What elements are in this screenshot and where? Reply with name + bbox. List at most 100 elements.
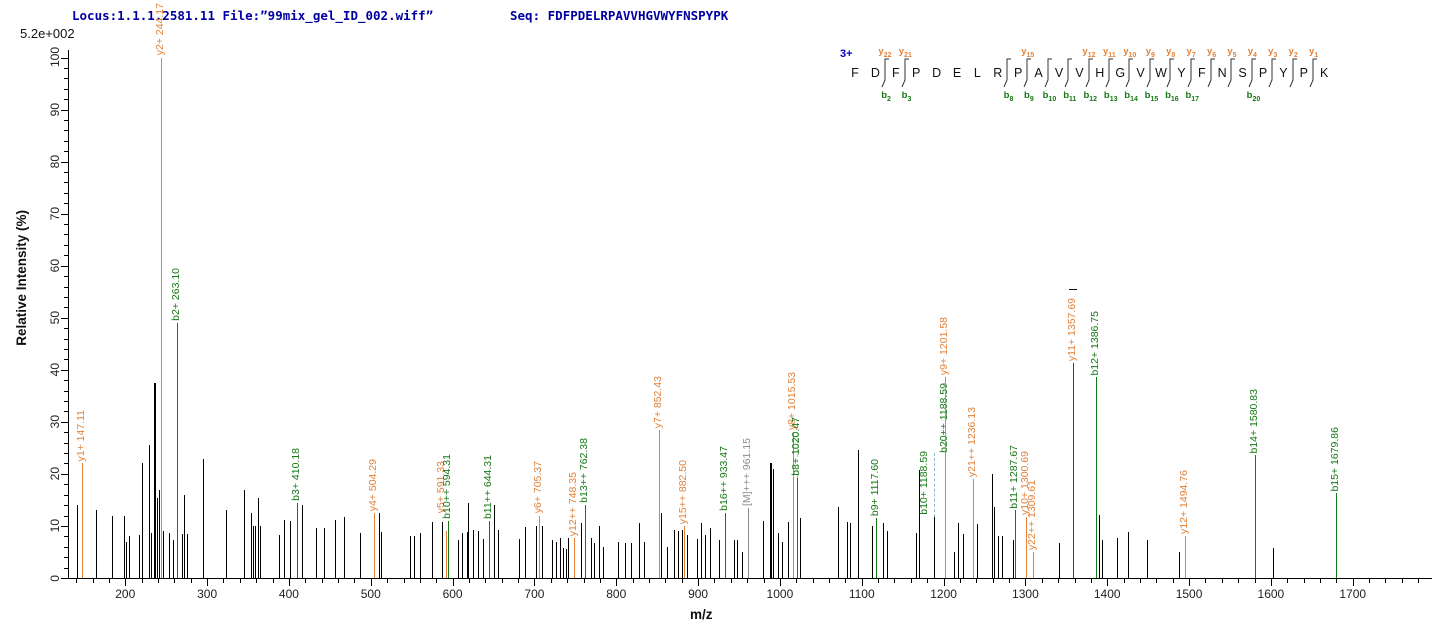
y-ion-marker: y21 [898, 46, 912, 59]
annotated-peak[interactable] [1033, 551, 1035, 578]
peak [126, 541, 128, 578]
annotated-peak[interactable] [1072, 363, 1074, 578]
x-axis-tick [158, 579, 159, 583]
x-axis-tick-label: 700 [524, 587, 545, 601]
peak [773, 468, 775, 578]
annotated-peak[interactable] [748, 508, 750, 578]
x-axis-tick [992, 579, 994, 583]
y-axis-tick [64, 255, 68, 257]
y-ion-marker: y10 [1123, 46, 1137, 59]
peak [477, 531, 479, 578]
annotated-peak[interactable] [1255, 455, 1257, 578]
y-axis-tick [61, 109, 68, 111]
peak [302, 505, 304, 578]
fragment-cut-mark [1248, 58, 1257, 93]
y-axis-tick [64, 88, 68, 90]
y-ion-marker: y11 [1103, 46, 1116, 59]
peak [141, 463, 143, 578]
y-ion-marker: y15 [1021, 46, 1035, 59]
y-axis-tick [64, 411, 68, 413]
annotated-peak[interactable] [683, 525, 685, 578]
annotated-peak[interactable] [161, 57, 163, 578]
x-axis-tick [468, 579, 470, 583]
peak [149, 445, 150, 578]
peak [677, 531, 679, 578]
peak [887, 531, 889, 578]
x-axis-tick [370, 579, 372, 586]
annotated-peak[interactable] [934, 517, 936, 578]
peak [493, 505, 495, 578]
annotated-peak[interactable] [176, 322, 178, 578]
peak [255, 525, 257, 578]
annotated-peak[interactable] [445, 531, 447, 578]
b-ion-marker: b16 [1165, 90, 1179, 103]
x-axis-tick [550, 579, 552, 583]
annotated-peak[interactable] [1025, 517, 1027, 578]
y-axis-tick [64, 380, 68, 382]
fragment-cut-mark [901, 58, 910, 93]
y-ion-marker: y6 [1206, 46, 1217, 59]
peak [343, 517, 345, 578]
peak-label: y4+ 504.29 [367, 458, 380, 511]
peak [883, 523, 885, 578]
annotated-peak[interactable] [573, 538, 575, 578]
peak [184, 494, 186, 578]
y-axis-tick [64, 99, 68, 101]
annotated-peak[interactable] [1096, 377, 1098, 578]
peak [850, 523, 852, 578]
annotated-peak[interactable] [447, 520, 449, 578]
peak [279, 535, 281, 578]
annotated-peak[interactable] [1336, 493, 1338, 578]
annotated-peak[interactable] [876, 518, 878, 578]
annotated-peak[interactable] [82, 463, 83, 578]
x-axis-tick [223, 579, 225, 583]
x-axis-tick [485, 579, 487, 583]
x-axis-tick [1319, 579, 1321, 583]
x-axis-tick [1189, 579, 1191, 586]
annotated-peak[interactable] [297, 502, 299, 578]
y-axis-tick [64, 348, 68, 350]
y-axis-tick-label: 50 [48, 310, 62, 325]
peak [701, 523, 703, 578]
peak [334, 520, 336, 578]
x-axis-tick [1221, 579, 1223, 583]
y-axis-tick [64, 286, 68, 288]
annotated-peak[interactable] [659, 430, 661, 578]
y-ion-marker: y7 [1186, 46, 1196, 59]
peak-label: b12+ 1386.75 [1089, 310, 1102, 376]
annotated-peak[interactable] [374, 512, 376, 578]
annotated-peak[interactable] [1015, 510, 1017, 578]
annotated-peak[interactable] [585, 505, 587, 578]
peak-label: y22++ 1309.61 [1026, 479, 1039, 550]
label-leader-line [934, 453, 936, 518]
peak-label: y21++ 1236.13 [966, 407, 979, 478]
x-axis-tick [436, 579, 438, 583]
annotated-peak[interactable] [796, 478, 798, 578]
x-axis-tick [272, 579, 274, 583]
peak [169, 533, 171, 578]
x-axis-tick [1205, 579, 1207, 583]
annotated-peak[interactable] [725, 512, 727, 578]
y-axis-tick [64, 224, 68, 226]
x-axis-tick [338, 579, 340, 583]
peak [473, 530, 475, 578]
peak [563, 548, 565, 578]
peak [847, 522, 849, 578]
annotated-peak[interactable] [792, 432, 794, 578]
annotated-peak[interactable] [488, 520, 490, 578]
annotated-peak[interactable] [944, 377, 946, 578]
fragment-cut-mark [1166, 58, 1175, 93]
y-axis-tick [64, 567, 68, 569]
residue-letter: W [1155, 66, 1167, 80]
y-axis-tick [64, 234, 68, 236]
peak [541, 525, 543, 578]
peak-label: b14+ 1580.83 [1248, 388, 1261, 454]
y-axis-tick [61, 578, 68, 579]
annotated-peak[interactable] [1184, 536, 1186, 578]
annotated-peak[interactable] [538, 515, 540, 578]
peak [681, 530, 683, 578]
x-axis-tick [108, 579, 110, 583]
annotated-peak[interactable] [973, 479, 975, 578]
peak-label: b9+ 1117.60 [869, 459, 882, 517]
